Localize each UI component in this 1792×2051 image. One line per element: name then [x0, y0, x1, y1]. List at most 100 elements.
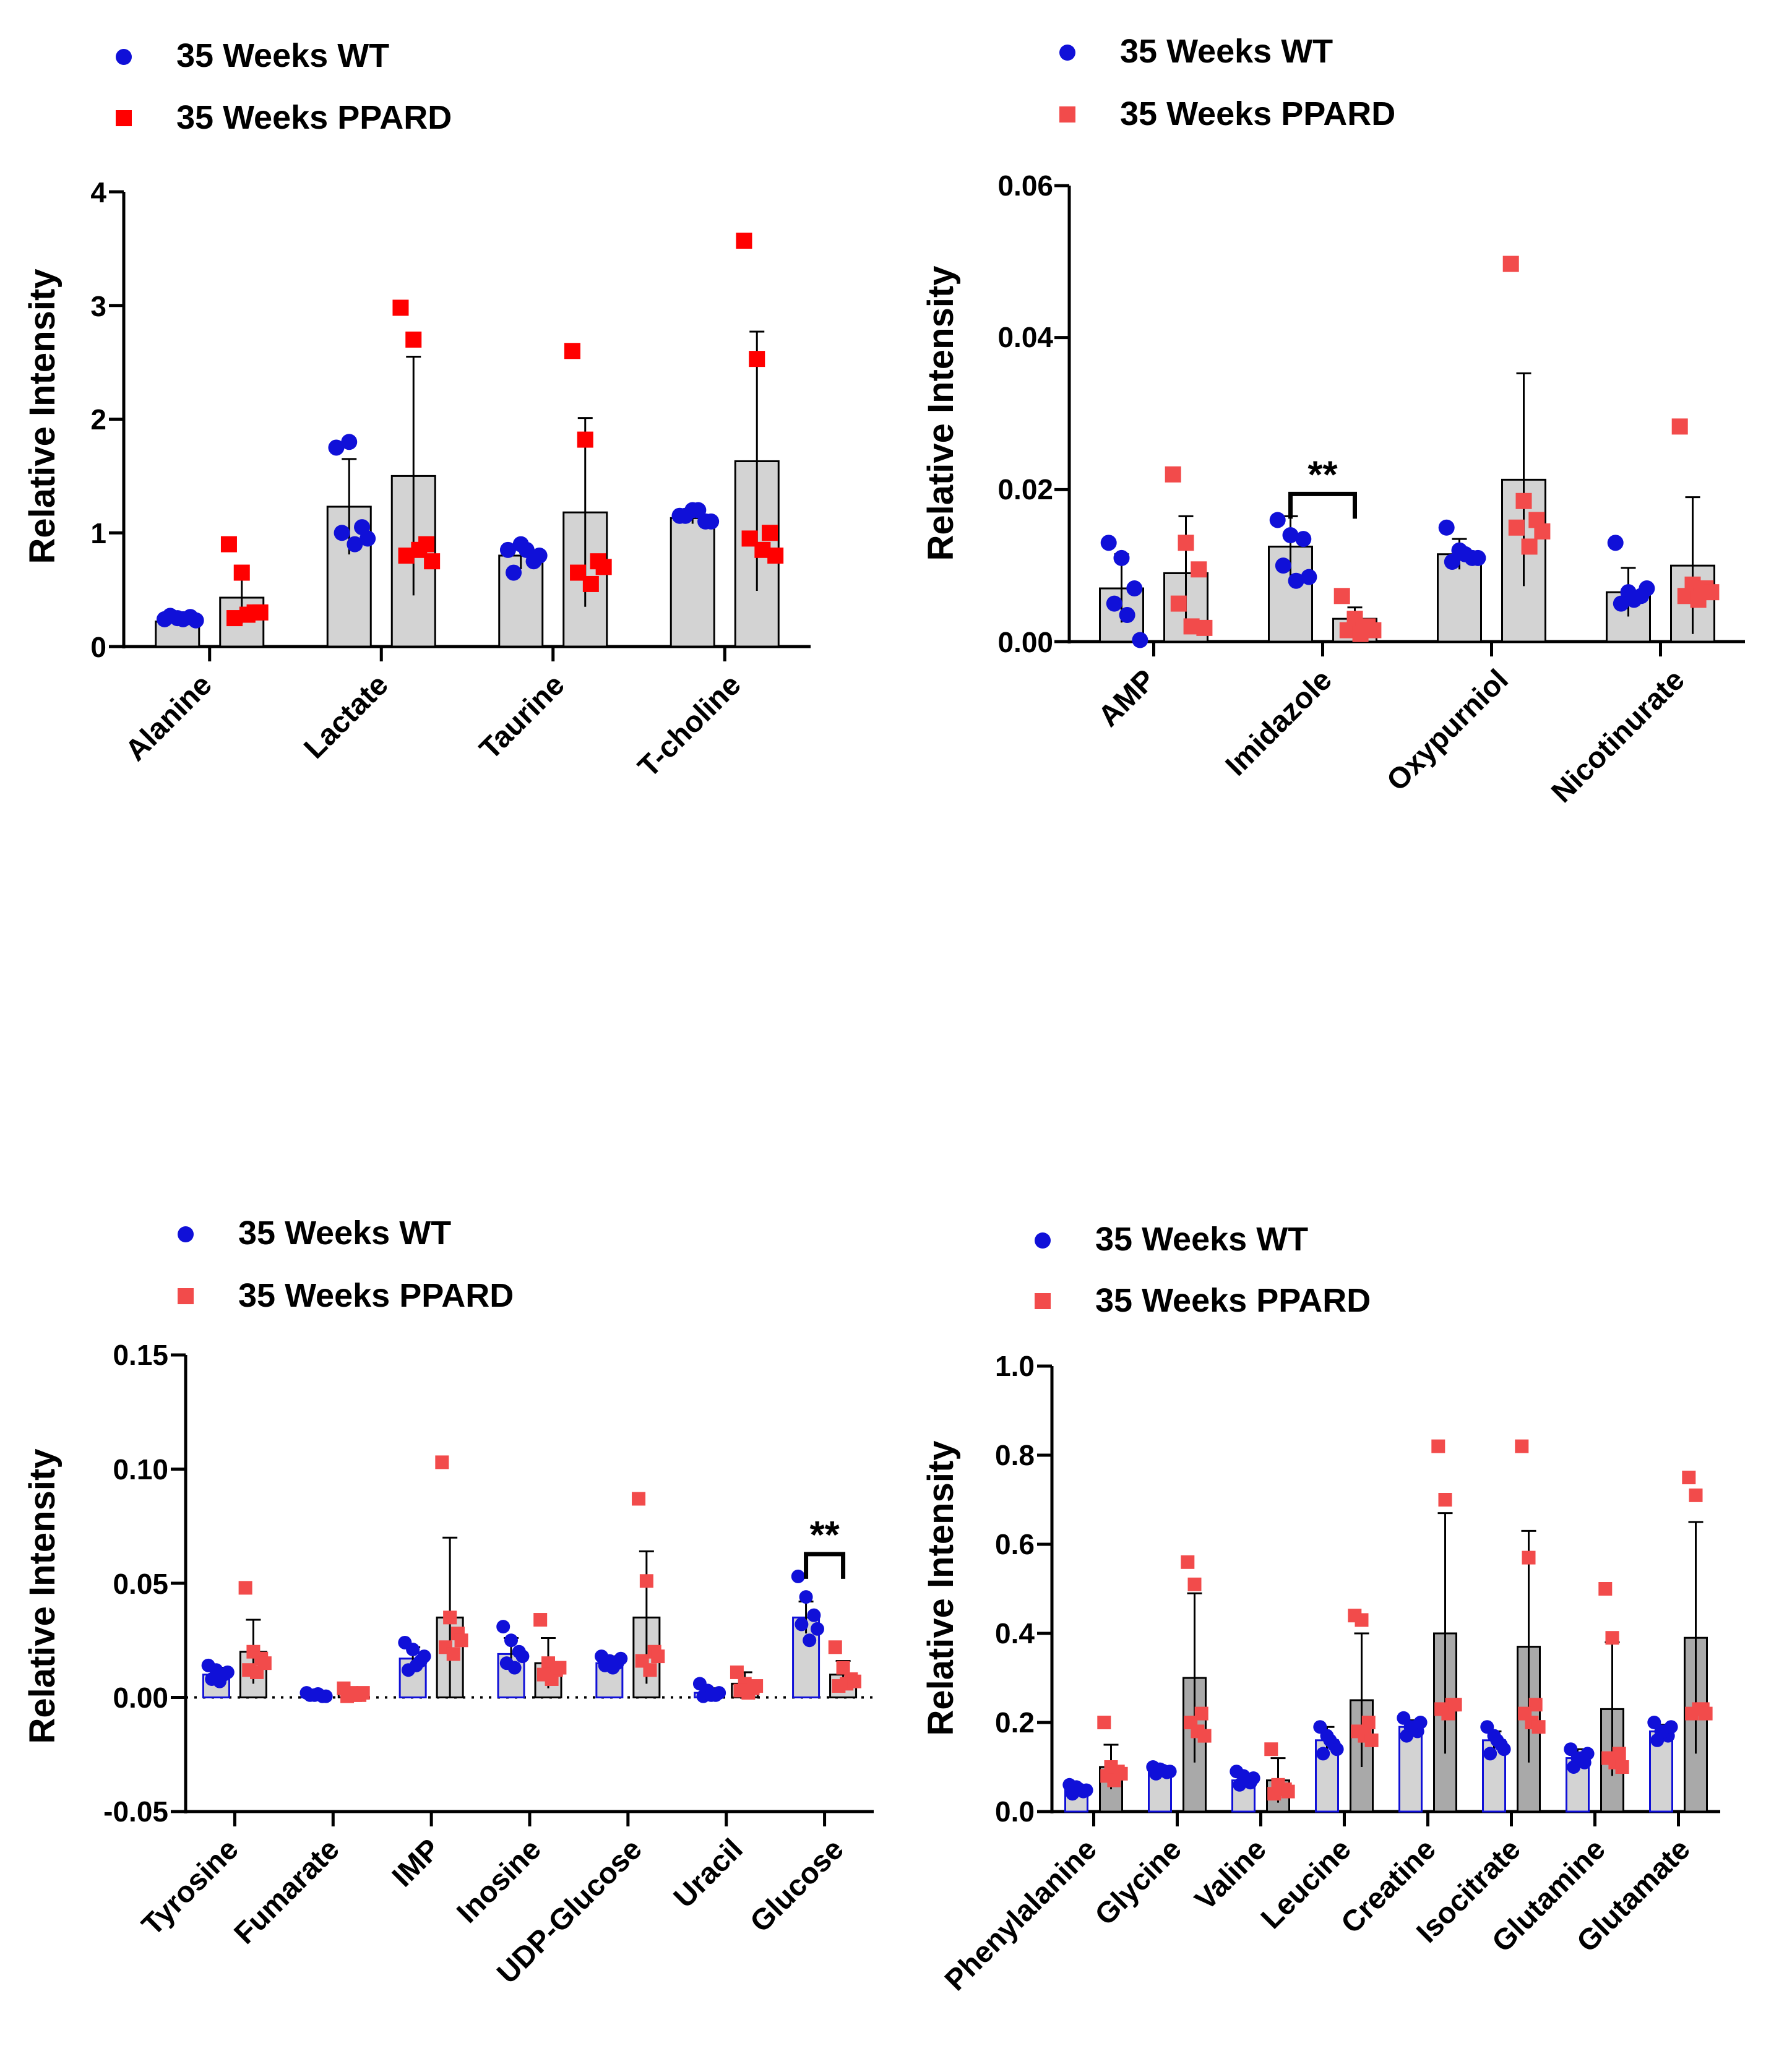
- data-point-ppard: [639, 1574, 653, 1588]
- svg-text:0.00: 0.00: [997, 626, 1053, 658]
- y-tick-label: 0 1 2 3 4: [90, 176, 106, 663]
- data-point-wt: [406, 1643, 420, 1657]
- svg-text:Oxypurniol: Oxypurniol: [1381, 663, 1515, 798]
- panel-c: 35 Weeks WT 35 Weeks PPARD Relative Inte…: [22, 1215, 850, 1990]
- data-point-ppard: [651, 1649, 665, 1664]
- data-point-ppard: [443, 1610, 457, 1625]
- data-point-wt: [531, 548, 548, 564]
- data-point-ppard: [446, 1647, 460, 1661]
- svg-text:0.05: 0.05: [113, 1568, 168, 1600]
- svg-text:Valine: Valine: [1189, 1833, 1273, 1917]
- data-point-ppard: [1165, 466, 1181, 483]
- data-point-ppard: [1438, 1493, 1452, 1507]
- data-point-wt: [1626, 591, 1642, 608]
- legend-marker-wt: [116, 49, 132, 65]
- data-point-wt: [507, 1661, 522, 1675]
- data-point-wt: [1119, 607, 1135, 624]
- data-point-ppard: [1191, 561, 1207, 578]
- svg-text:T-choline: T-choline: [632, 668, 747, 783]
- data-point-wt: [1282, 527, 1299, 544]
- y-tick-label: 0.00 0.02 0.04 0.06: [997, 170, 1053, 658]
- data-point-wt: [162, 608, 179, 624]
- y-axis-label: Relative Intensity: [921, 265, 961, 561]
- panel-a: 35 Weeks WT 35 Weeks PPARD Relative Inte…: [22, 37, 747, 784]
- data-point-wt: [614, 1651, 628, 1666]
- data-point-ppard: [577, 431, 593, 448]
- data-point-ppard: [643, 1663, 657, 1677]
- svg-text:0.06: 0.06: [997, 170, 1053, 202]
- chart-a: [109, 190, 811, 661]
- svg-text:AMP: AMP: [1092, 663, 1162, 733]
- legend-label-wt: 35 Weeks WT: [238, 1215, 451, 1252]
- data-point-ppard: [1521, 538, 1538, 555]
- data-point-wt: [319, 1689, 333, 1703]
- y-axis-label: Relative Intensity: [22, 1448, 62, 1744]
- data-point-wt: [1438, 519, 1455, 536]
- data-point-ppard: [257, 1656, 272, 1670]
- data-point-wt: [220, 1665, 235, 1679]
- svg-text:0: 0: [90, 631, 106, 663]
- legend-marker-ppard: [1035, 1293, 1051, 1309]
- data-point-wt: [187, 612, 204, 629]
- svg-text:Imidazole: Imidazole: [1220, 663, 1338, 782]
- x-tick-label: Alanine Lactate Taurine T-choline: [119, 668, 747, 783]
- data-point-wt: [799, 1590, 813, 1604]
- data-point-ppard: [595, 559, 612, 575]
- legend-label-wt: 35 Weeks WT: [1120, 33, 1333, 70]
- data-point-wt: [213, 1674, 227, 1688]
- data-point-ppard: [1528, 1698, 1543, 1712]
- legend-marker-ppard: [116, 110, 132, 126]
- data-point-ppard: [553, 1661, 567, 1675]
- data-point-ppard: [1181, 1555, 1195, 1569]
- data-point-ppard: [545, 1672, 559, 1686]
- data-point-wt: [328, 439, 345, 456]
- svg-text:-0.05: -0.05: [103, 1795, 168, 1828]
- data-point-ppard: [1355, 1613, 1369, 1627]
- data-point-wt: [1497, 1742, 1511, 1756]
- data-point-ppard: [749, 351, 765, 368]
- svg-text:1: 1: [90, 517, 106, 549]
- data-point-ppard: [836, 1661, 850, 1675]
- data-point-ppard: [1196, 619, 1213, 636]
- data-point-ppard: [1689, 1488, 1703, 1502]
- data-point-wt: [1444, 554, 1460, 570]
- data-point-wt: [1664, 1720, 1678, 1734]
- data-point-ppard: [233, 564, 250, 581]
- svg-text:3: 3: [90, 290, 106, 322]
- data-point-wt: [496, 1620, 510, 1634]
- data-point-ppard: [847, 1674, 861, 1688]
- data-point-ppard: [220, 536, 237, 553]
- data-point-ppard: [238, 1581, 252, 1595]
- svg-text:0.2: 0.2: [995, 1706, 1035, 1739]
- data-point-ppard: [1531, 1720, 1546, 1734]
- y-axis-label: Relative Intensity: [22, 269, 62, 564]
- data-point-wt: [341, 434, 358, 450]
- data-point-wt: [1301, 569, 1317, 585]
- svg-text:Uracil: Uracil: [668, 1833, 749, 1914]
- data-point-ppard: [392, 299, 409, 316]
- svg-text:Alanine: Alanine: [119, 668, 218, 767]
- data-point-wt: [677, 507, 694, 524]
- data-point-ppard: [1615, 1760, 1629, 1774]
- data-point-ppard: [730, 1665, 744, 1679]
- data-point-ppard: [1448, 1698, 1462, 1712]
- svg-text:0.02: 0.02: [997, 473, 1053, 505]
- legend-marker-ppard: [178, 1288, 194, 1304]
- data-point-wt: [1613, 595, 1629, 612]
- svg-text:1.0: 1.0: [995, 1350, 1035, 1382]
- data-point-ppard: [356, 1686, 370, 1700]
- data-point-ppard: [435, 1455, 449, 1469]
- data-point-wt: [1470, 549, 1486, 566]
- data-point-ppard: [762, 525, 778, 541]
- data-point-wt: [360, 530, 376, 547]
- data-point-ppard: [1194, 1706, 1208, 1721]
- data-point-wt: [174, 611, 191, 627]
- data-point-ppard: [1671, 418, 1688, 435]
- data-point-ppard: [1197, 1729, 1212, 1743]
- svg-text:Glycine: Glycine: [1089, 1833, 1188, 1932]
- data-point-ppard: [533, 1613, 548, 1627]
- data-point-wt: [703, 513, 720, 530]
- significance-bracket: [1288, 491, 1357, 519]
- data-point-wt: [803, 1633, 817, 1648]
- svg-text:Nicotinurate: Nicotinurate: [1545, 663, 1691, 809]
